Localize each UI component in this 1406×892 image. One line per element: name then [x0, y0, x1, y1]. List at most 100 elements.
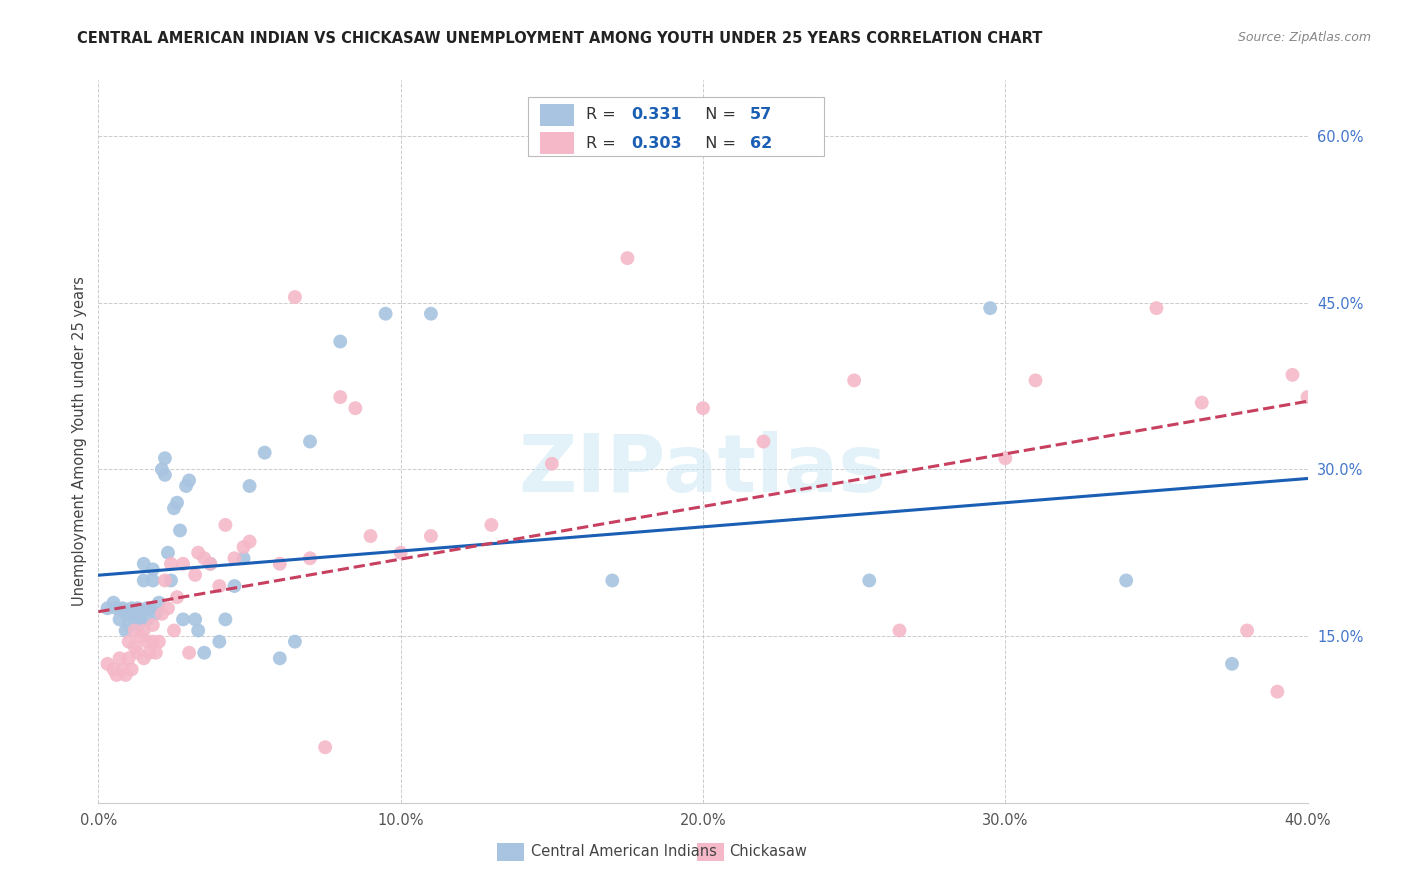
Point	[135, 634, 157, 648]
Text: R =: R =	[586, 107, 620, 122]
FancyBboxPatch shape	[697, 843, 724, 862]
Point	[105, 601, 128, 615]
Text: R =: R =	[586, 136, 620, 151]
Point	[420, 529, 443, 543]
Point	[329, 334, 352, 349]
Point	[142, 618, 165, 632]
Point	[1191, 395, 1213, 409]
Text: Source: ZipAtlas.com: Source: ZipAtlas.com	[1237, 31, 1371, 45]
Point	[172, 612, 194, 626]
Point	[108, 651, 131, 665]
Point	[1024, 373, 1046, 387]
Point	[132, 651, 155, 665]
Point	[124, 612, 146, 626]
Text: CENTRAL AMERICAN INDIAN VS CHICKASAW UNEMPLOYMENT AMONG YOUTH UNDER 25 YEARS COR: CENTRAL AMERICAN INDIAN VS CHICKASAW UNE…	[77, 31, 1043, 46]
Point	[150, 607, 173, 621]
Point	[187, 546, 209, 560]
Point	[187, 624, 209, 638]
Point	[118, 607, 141, 621]
Point	[979, 301, 1001, 315]
Point	[1115, 574, 1137, 588]
Point	[124, 624, 146, 638]
Point	[208, 634, 231, 648]
Point	[169, 524, 191, 538]
Point	[602, 574, 624, 588]
Point	[232, 540, 254, 554]
Point	[163, 624, 186, 638]
Point	[200, 557, 222, 571]
Point	[284, 290, 307, 304]
Point	[299, 551, 322, 566]
Point	[96, 657, 118, 671]
Point	[103, 662, 125, 676]
Point	[200, 557, 222, 571]
Point	[692, 401, 714, 416]
Text: 57: 57	[751, 107, 772, 122]
Point	[184, 568, 207, 582]
Point	[114, 624, 136, 638]
Point	[121, 662, 143, 676]
Point	[374, 307, 396, 321]
Text: 0.331: 0.331	[631, 107, 682, 122]
Point	[121, 607, 143, 621]
Point	[481, 517, 503, 532]
Point	[153, 451, 176, 466]
Y-axis label: Unemployment Among Youth under 25 years: Unemployment Among Youth under 25 years	[72, 277, 87, 607]
Point	[127, 618, 149, 632]
Point	[1220, 657, 1243, 671]
Point	[96, 601, 118, 615]
Point	[124, 607, 146, 621]
Point	[114, 668, 136, 682]
Point	[179, 474, 201, 488]
Point	[214, 517, 236, 532]
Point	[148, 634, 170, 648]
Point	[139, 601, 162, 615]
Point	[145, 607, 167, 621]
Point	[193, 646, 215, 660]
Point	[129, 629, 152, 643]
Point	[284, 634, 307, 648]
Point	[179, 646, 201, 660]
Point	[132, 574, 155, 588]
Point	[224, 551, 246, 566]
Point	[1281, 368, 1303, 382]
FancyBboxPatch shape	[540, 103, 574, 126]
Point	[344, 401, 367, 416]
Point	[174, 479, 197, 493]
Point	[105, 668, 128, 682]
Point	[118, 651, 141, 665]
Point	[269, 557, 291, 571]
Point	[172, 557, 194, 571]
Point	[314, 740, 336, 755]
Point	[1236, 624, 1258, 638]
Text: 62: 62	[751, 136, 772, 151]
Point	[858, 574, 880, 588]
Point	[269, 651, 291, 665]
Point	[121, 601, 143, 615]
Point	[193, 551, 215, 566]
Point	[127, 601, 149, 615]
FancyBboxPatch shape	[498, 843, 524, 862]
Point	[299, 434, 322, 449]
Point	[208, 579, 231, 593]
FancyBboxPatch shape	[527, 97, 824, 156]
Point	[156, 546, 179, 560]
Point	[752, 434, 775, 449]
Point	[124, 640, 146, 655]
Point	[160, 574, 183, 588]
Point	[142, 562, 165, 576]
Point	[142, 634, 165, 648]
Point	[132, 557, 155, 571]
Point	[389, 546, 412, 560]
Point	[360, 529, 382, 543]
Text: ZIPatlas: ZIPatlas	[519, 432, 887, 509]
Point	[253, 445, 276, 459]
Point	[166, 590, 188, 604]
Point	[135, 601, 157, 615]
FancyBboxPatch shape	[540, 132, 574, 154]
Point	[1144, 301, 1167, 315]
Point	[994, 451, 1017, 466]
Text: Chickasaw: Chickasaw	[730, 845, 807, 859]
Point	[844, 373, 866, 387]
Point	[111, 601, 134, 615]
